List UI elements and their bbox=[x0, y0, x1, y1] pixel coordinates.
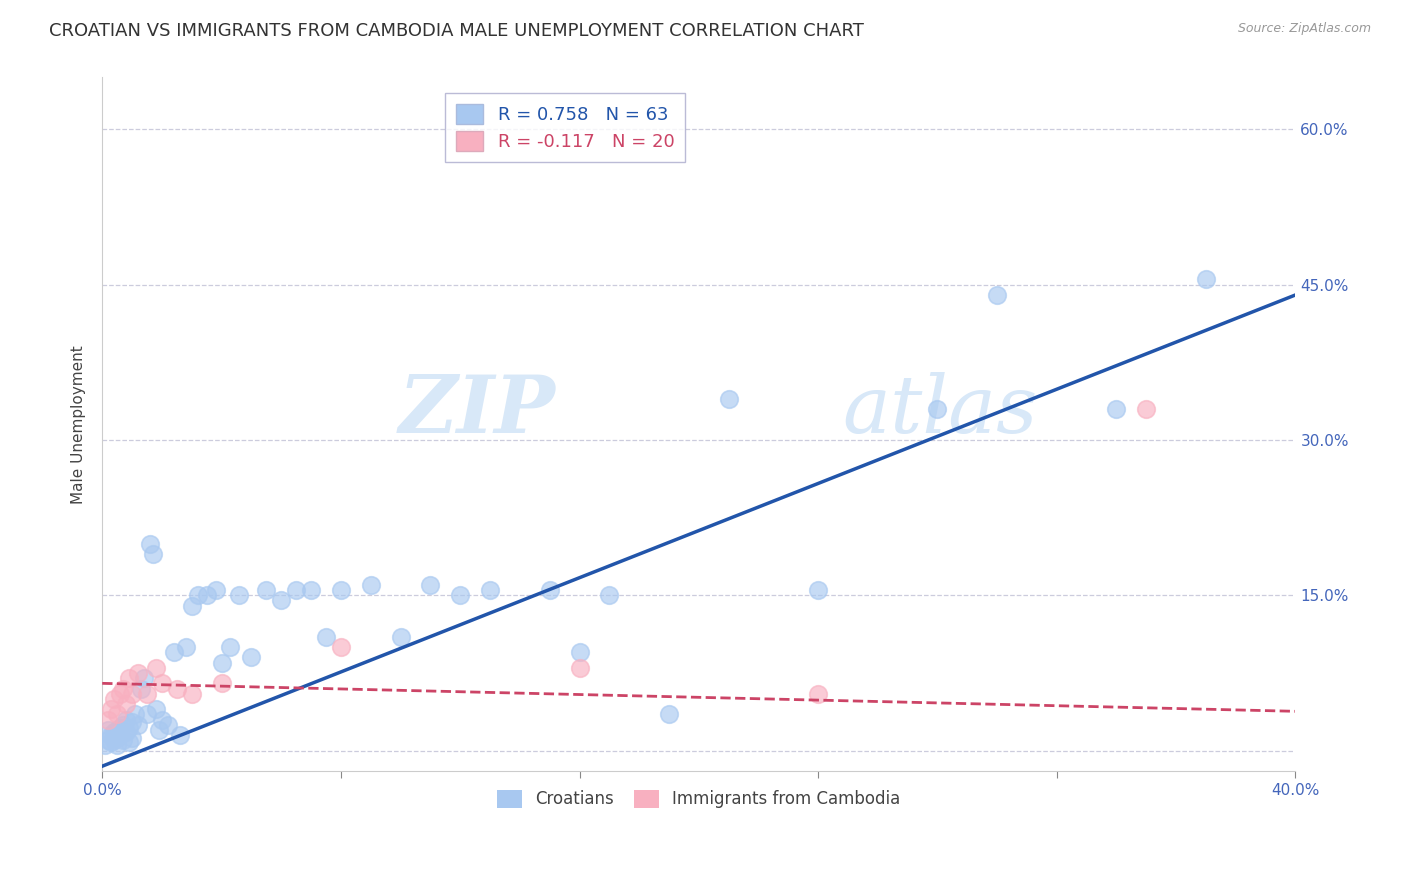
Point bbox=[139, 536, 162, 550]
Point bbox=[219, 640, 242, 654]
Point bbox=[148, 723, 170, 737]
Point bbox=[156, 718, 179, 732]
Point bbox=[127, 718, 149, 732]
Point bbox=[169, 728, 191, 742]
Point bbox=[174, 640, 197, 654]
Point bbox=[127, 665, 149, 680]
Point bbox=[658, 707, 681, 722]
Point bbox=[211, 656, 233, 670]
Point bbox=[1135, 401, 1157, 416]
Point bbox=[108, 728, 131, 742]
Point bbox=[136, 707, 159, 722]
Text: ZIP: ZIP bbox=[399, 372, 555, 450]
Point bbox=[568, 645, 591, 659]
Point bbox=[285, 583, 308, 598]
Point bbox=[150, 713, 173, 727]
Point bbox=[108, 687, 131, 701]
Point bbox=[100, 735, 122, 749]
Point bbox=[228, 588, 250, 602]
Point bbox=[195, 588, 218, 602]
Point bbox=[479, 583, 502, 598]
Point bbox=[1105, 401, 1128, 416]
Point bbox=[112, 718, 135, 732]
Point bbox=[103, 691, 125, 706]
Point bbox=[329, 583, 352, 598]
Point bbox=[270, 593, 292, 607]
Text: CROATIAN VS IMMIGRANTS FROM CAMBODIA MALE UNEMPLOYMENT CORRELATION CHART: CROATIAN VS IMMIGRANTS FROM CAMBODIA MAL… bbox=[49, 22, 865, 40]
Point bbox=[124, 707, 146, 722]
Point bbox=[105, 739, 128, 753]
Point bbox=[115, 725, 138, 739]
Point bbox=[97, 723, 120, 737]
Point bbox=[103, 733, 125, 747]
Point bbox=[145, 702, 167, 716]
Point bbox=[211, 676, 233, 690]
Point bbox=[360, 578, 382, 592]
Point bbox=[118, 671, 141, 685]
Point bbox=[97, 713, 120, 727]
Point bbox=[150, 676, 173, 690]
Point bbox=[105, 731, 128, 746]
Point bbox=[112, 733, 135, 747]
Point bbox=[717, 392, 740, 406]
Point bbox=[986, 288, 1008, 302]
Point bbox=[121, 731, 143, 746]
Point bbox=[97, 733, 120, 747]
Point bbox=[115, 697, 138, 711]
Point bbox=[94, 739, 117, 753]
Point bbox=[180, 687, 202, 701]
Point bbox=[103, 725, 125, 739]
Point bbox=[1195, 272, 1218, 286]
Point bbox=[136, 687, 159, 701]
Point bbox=[118, 735, 141, 749]
Point bbox=[419, 578, 441, 592]
Point bbox=[538, 583, 561, 598]
Point bbox=[115, 713, 138, 727]
Point bbox=[129, 681, 152, 696]
Point bbox=[145, 661, 167, 675]
Point bbox=[105, 707, 128, 722]
Point bbox=[449, 588, 471, 602]
Point bbox=[108, 721, 131, 735]
Point bbox=[389, 630, 412, 644]
Y-axis label: Male Unemployment: Male Unemployment bbox=[72, 345, 86, 504]
Point bbox=[100, 702, 122, 716]
Legend: Croatians, Immigrants from Cambodia: Croatians, Immigrants from Cambodia bbox=[491, 783, 907, 815]
Text: atlas: atlas bbox=[842, 372, 1038, 450]
Point bbox=[180, 599, 202, 613]
Point bbox=[598, 588, 620, 602]
Point bbox=[166, 681, 188, 696]
Text: Source: ZipAtlas.com: Source: ZipAtlas.com bbox=[1237, 22, 1371, 36]
Point bbox=[299, 583, 322, 598]
Point bbox=[105, 723, 128, 737]
Point bbox=[807, 687, 830, 701]
Point bbox=[163, 645, 186, 659]
Point bbox=[240, 650, 263, 665]
Point bbox=[204, 583, 226, 598]
Point bbox=[118, 721, 141, 735]
Point bbox=[132, 671, 155, 685]
Point bbox=[142, 547, 165, 561]
Point bbox=[121, 687, 143, 701]
Point bbox=[927, 401, 949, 416]
Point bbox=[100, 728, 122, 742]
Point bbox=[329, 640, 352, 654]
Point bbox=[568, 661, 591, 675]
Point bbox=[121, 714, 143, 729]
Point bbox=[112, 681, 135, 696]
Point bbox=[254, 583, 277, 598]
Point bbox=[187, 588, 209, 602]
Point bbox=[807, 583, 830, 598]
Point bbox=[315, 630, 337, 644]
